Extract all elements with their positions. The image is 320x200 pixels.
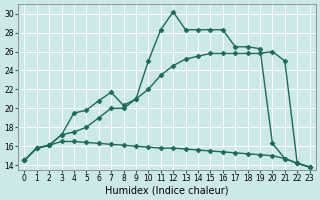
X-axis label: Humidex (Indice chaleur): Humidex (Indice chaleur) (105, 186, 229, 196)
